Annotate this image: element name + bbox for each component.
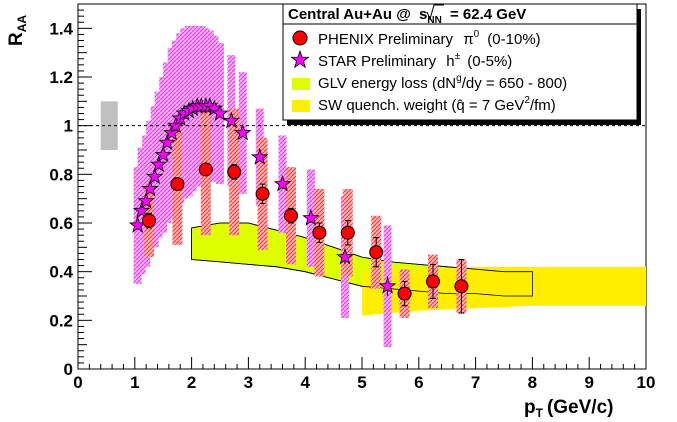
star-data-point [222,111,241,129]
legend-entry-star: STAR Preliminary h± (0-5%) [318,46,512,70]
legend-entry-sw: SW quench. weight (q̂ = 7 GeV2/fm) [318,95,556,114]
star-data-point [154,145,172,163]
phenix-data-point [142,213,156,228]
phenix-data-point [170,177,185,192]
x-tick-label: 3 [244,373,253,392]
x-tick-label: 2 [187,373,196,392]
x-tick-label: 10 [637,373,656,392]
legend-box [282,3,638,121]
x-tick-label: 8 [528,373,537,392]
star-legend-marker [290,49,310,69]
star-data-point [149,155,168,173]
legend: Central Au+Au @ sNN = 62.4 GeV PHENIX Pr… [282,3,641,125]
star-data-point [158,133,176,151]
star-data-point [251,148,269,165]
star-data-point [233,123,252,141]
x-tick-label: 1 [130,373,139,392]
y-tick-label: 0.4 [49,263,73,282]
legend-title: Central Au+Au @ sNN = 62.4 GeV [288,6,526,27]
x-axis-title: pT (GeV/c) [524,397,613,420]
star-data-point [302,208,320,226]
phenix-data-point [426,274,440,289]
reference-line-group [78,101,646,150]
x-tick-label: 4 [300,373,310,392]
y-tick-label: 0.8 [49,165,73,184]
y-tick-label: 1.2 [49,68,73,87]
star-data-point [378,277,397,294]
phenix-data-point [369,245,384,260]
x-tick-label: 7 [471,373,480,392]
data-markers [128,96,469,314]
phenix-data-point [227,164,242,179]
phenix-legend-marker [292,30,308,46]
star-data-point [211,104,229,121]
star-data-point [273,174,292,192]
glv-legend-swatch [292,78,310,90]
sw-legend-swatch [292,100,310,112]
y-tick-label: 0.2 [49,311,73,330]
star-data-point [137,191,155,209]
star-data-point [141,179,159,197]
y-tick-label: 1.4 [49,19,73,38]
phenix-data-point [454,279,469,294]
axes: 0 1 2 3 4 5 6 7 8 9 10 0 0.2 0.4 0.6 0.8 1 1.2 1.4 [49,3,656,392]
y-tick-label: 0 [64,360,73,379]
y-tick-label: 1 [64,117,73,136]
phenix-data-point [340,225,355,240]
legend-entry-glv: GLV energy loss (dNg/dy = 650 - 800) [318,73,567,92]
sqrt-sign-icon [426,4,444,21]
star-data-point [132,201,151,219]
y-axis-title: RAA [6,15,29,46]
axis-titles: pT (GeV/c) RAA [6,15,613,420]
phenix-data-point [397,286,412,301]
x-tick-label: 5 [357,373,366,392]
phenix-data-point [198,162,213,177]
star-data-point [145,167,164,185]
x-tick-label: 9 [584,373,593,392]
phenix-data-point [255,186,270,201]
phenix-data-point [312,225,327,240]
star-data-point [336,247,354,265]
legend-entry-phenix: PHENIX Preliminary π0 (0-10%) [318,24,541,48]
x-tick-label: 6 [414,373,423,392]
phenix-data-point [284,208,298,223]
x-tick-label: 0 [73,373,82,392]
y-tick-label: 0.6 [49,214,73,233]
